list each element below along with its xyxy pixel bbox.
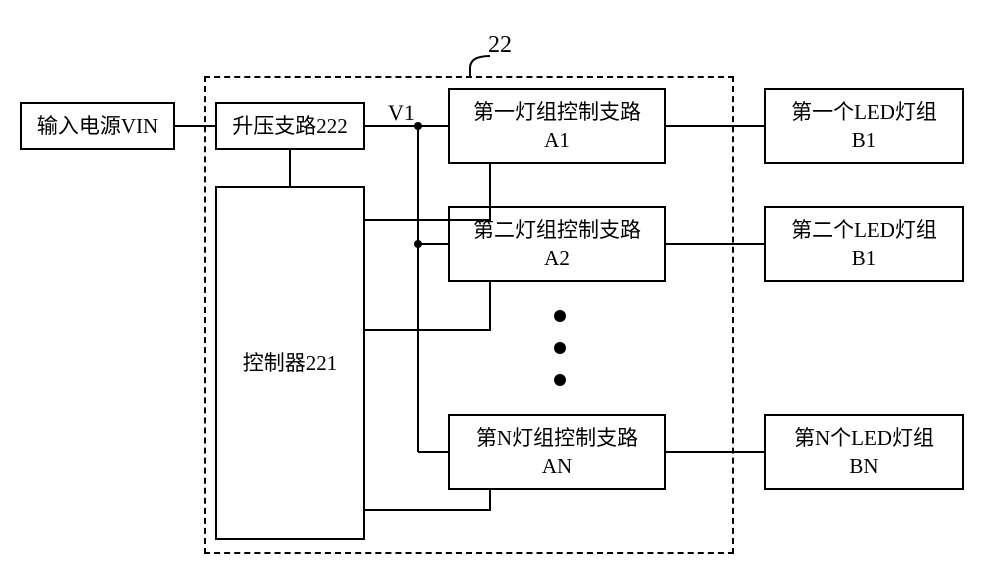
ctrl-branch-1-block: 第一灯组控制支路 A1	[448, 88, 666, 164]
v1-label: V1	[388, 100, 415, 126]
led-group-N-l1: 第N个LED灯组	[794, 424, 934, 452]
led-group-2-l2: B1	[791, 244, 937, 272]
led-group-2-block: 第二个LED灯组 B1	[764, 206, 964, 282]
ctrl-branch-N-l2: AN	[476, 452, 638, 480]
ctrl-branch-2-inner: 第二灯组控制支路 A2	[473, 216, 641, 273]
ctrl-branch-2-block: 第二灯组控制支路 A2	[448, 206, 666, 282]
ctrl-branch-N-inner: 第N灯组控制支路 AN	[476, 424, 638, 481]
led-group-1-block: 第一个LED灯组 B1	[764, 88, 964, 164]
input-power-block: 输入电源VIN	[20, 102, 175, 150]
ctrl-branch-N-block: 第N灯组控制支路 AN	[448, 414, 666, 490]
controller-text: 控制器221	[243, 349, 338, 377]
ctrl-branch-N-l1: 第N灯组控制支路	[476, 424, 638, 452]
ctrl-branch-1-l2: A1	[473, 126, 641, 154]
ctrl-branch-2-l2: A2	[473, 244, 641, 272]
ctrl-branch-1-inner: 第一灯组控制支路 A1	[473, 98, 641, 155]
led-group-1-inner: 第一个LED灯组 B1	[791, 98, 937, 155]
controller-block: 控制器221	[215, 186, 365, 540]
boost-branch-block: 升压支路222	[215, 102, 365, 150]
diagram-canvas: 22 V1 输入电源VIN 升压支路222 控制器221 第一灯组控制支路 A1…	[0, 0, 1000, 586]
led-group-N-inner: 第N个LED灯组 BN	[794, 424, 934, 481]
led-group-N-l2: BN	[794, 452, 934, 480]
led-group-1-l1: 第一个LED灯组	[791, 98, 937, 126]
input-power-text: 输入电源VIN	[37, 112, 158, 140]
boost-branch-text: 升压支路222	[232, 112, 348, 140]
module-22-label: 22	[488, 32, 512, 59]
led-group-2-l1: 第二个LED灯组	[791, 216, 937, 244]
ctrl-branch-1-l1: 第一灯组控制支路	[473, 98, 641, 126]
led-group-1-l2: B1	[791, 126, 937, 154]
led-group-2-inner: 第二个LED灯组 B1	[791, 216, 937, 273]
led-group-N-block: 第N个LED灯组 BN	[764, 414, 964, 490]
ctrl-branch-2-l1: 第二灯组控制支路	[473, 216, 641, 244]
